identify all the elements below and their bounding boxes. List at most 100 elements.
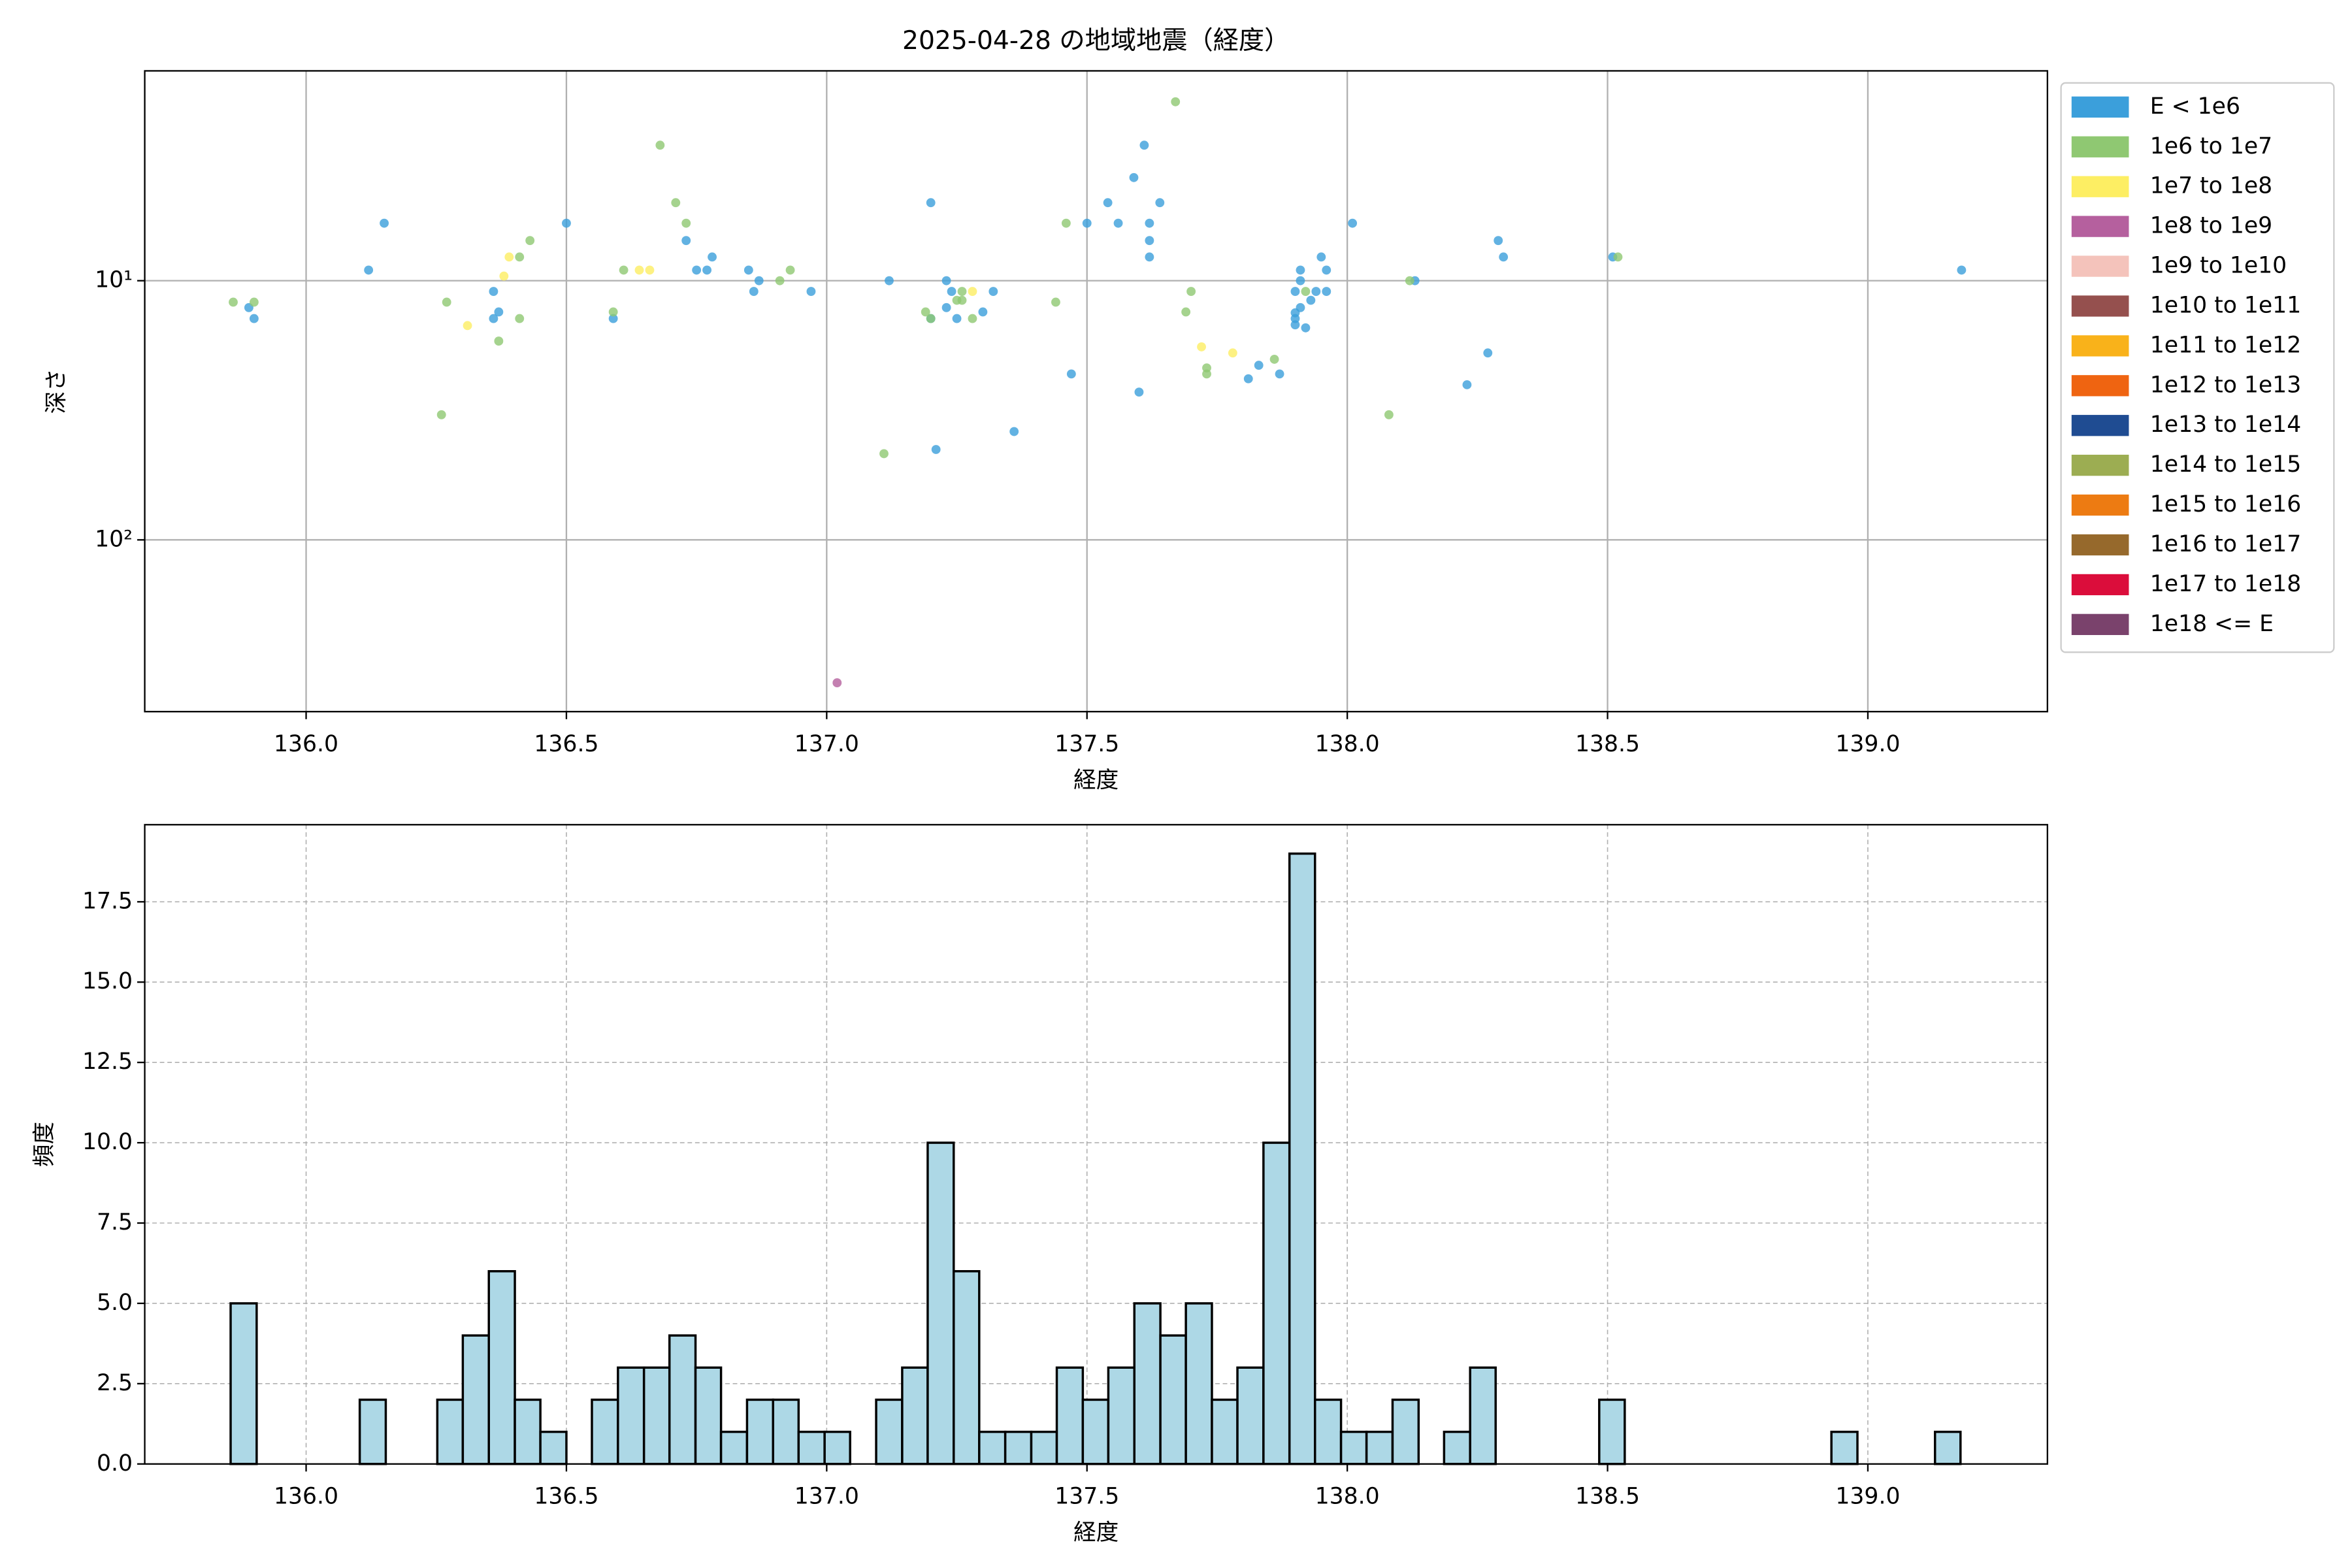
- point: [1384, 410, 1394, 419]
- y-tick-label: 12.5: [82, 1049, 133, 1075]
- legend-label: 1e13 to 1e14: [2150, 412, 2301, 438]
- point: [692, 265, 702, 275]
- point: [1499, 252, 1509, 262]
- bar: [1159, 1334, 1187, 1465]
- bar: [229, 1302, 258, 1465]
- bar: [978, 1430, 1007, 1465]
- legend-label: 1e6 to 1e7: [2150, 133, 2272, 159]
- x-tick-label: 138.0: [1315, 731, 1380, 757]
- point: [1051, 297, 1060, 307]
- point: [947, 287, 956, 296]
- point: [879, 449, 889, 459]
- point: [515, 252, 525, 262]
- point: [499, 271, 509, 281]
- legend-swatch: [2071, 255, 2129, 277]
- bar: [1236, 1366, 1265, 1465]
- legend-swatch: [2071, 574, 2129, 596]
- bar: [1443, 1430, 1471, 1465]
- bar: [875, 1398, 904, 1465]
- point: [655, 140, 665, 150]
- legend-label: 1e11 to 1e12: [2150, 332, 2301, 358]
- x-axis-label: 経度: [1073, 767, 1119, 793]
- legend-label: 1e18 <= E: [2150, 611, 2274, 637]
- bar: [461, 1334, 490, 1465]
- point: [754, 276, 764, 286]
- point: [1197, 342, 1206, 351]
- point: [1275, 369, 1284, 379]
- point: [1301, 287, 1311, 296]
- point: [1322, 265, 1331, 275]
- bar: [1288, 852, 1316, 1465]
- point: [926, 314, 936, 323]
- y-tick-label: 17.5: [82, 888, 133, 914]
- point: [1316, 252, 1326, 262]
- x-tick-label: 136.5: [534, 1484, 598, 1510]
- point: [1202, 363, 1211, 373]
- bar: [926, 1141, 955, 1465]
- point: [921, 307, 930, 317]
- bar: [694, 1366, 723, 1465]
- point: [1613, 252, 1623, 262]
- point: [442, 297, 451, 307]
- bar: [1934, 1430, 1962, 1465]
- point: [1254, 361, 1264, 370]
- bar: [514, 1398, 542, 1465]
- legend-box: [2060, 82, 2335, 653]
- point: [671, 198, 681, 208]
- bar: [1133, 1302, 1162, 1465]
- point: [489, 314, 498, 323]
- bar: [1055, 1366, 1085, 1465]
- legend-label: 1e15 to 1e16: [2150, 491, 2301, 517]
- legend-label: 1e16 to 1e17: [2150, 531, 2301, 557]
- point: [926, 198, 936, 208]
- point: [941, 302, 951, 312]
- y-axis-label: 頻度: [31, 1122, 57, 1167]
- point: [1139, 140, 1149, 150]
- point: [634, 265, 644, 275]
- point: [364, 265, 374, 275]
- x-tick-label: 137.0: [794, 1484, 859, 1510]
- x-tick-label: 137.5: [1054, 731, 1119, 757]
- point: [436, 410, 446, 419]
- point: [1009, 427, 1019, 436]
- bar: [901, 1366, 929, 1465]
- legend-label: 1e17 to 1e18: [2150, 571, 2301, 597]
- point: [775, 276, 785, 286]
- point: [681, 218, 691, 228]
- legend-swatch: [2071, 96, 2129, 118]
- point: [702, 265, 712, 275]
- point: [988, 287, 998, 296]
- point: [1296, 265, 1305, 275]
- bar: [1262, 1141, 1291, 1465]
- legend-label: 1e14 to 1e15: [2150, 451, 2301, 478]
- legend-label: 1e8 to 1e9: [2150, 213, 2272, 239]
- point: [1405, 276, 1414, 286]
- bar: [1365, 1430, 1394, 1465]
- point: [968, 287, 977, 296]
- y-tick-label: 2.5: [97, 1370, 133, 1396]
- point: [885, 276, 894, 286]
- point: [1290, 287, 1300, 296]
- point: [978, 307, 988, 317]
- bar: [642, 1366, 671, 1465]
- point: [494, 336, 504, 346]
- point: [525, 236, 535, 246]
- x-tick-label: 136.0: [274, 731, 338, 757]
- point: [806, 287, 816, 296]
- point: [681, 236, 691, 246]
- bar: [668, 1334, 697, 1465]
- bar: [1184, 1302, 1213, 1465]
- bar: [953, 1270, 981, 1465]
- point: [619, 265, 629, 275]
- bar: [1030, 1430, 1058, 1465]
- point: [608, 314, 618, 323]
- legend-label: E < 1e6: [2150, 93, 2240, 120]
- bar: [487, 1270, 516, 1465]
- point: [1129, 172, 1139, 182]
- x-tick-label: 139.0: [1835, 1484, 1900, 1510]
- point: [1228, 348, 1237, 358]
- legend-label: 1e7 to 1e8: [2150, 173, 2272, 199]
- bar: [539, 1430, 568, 1465]
